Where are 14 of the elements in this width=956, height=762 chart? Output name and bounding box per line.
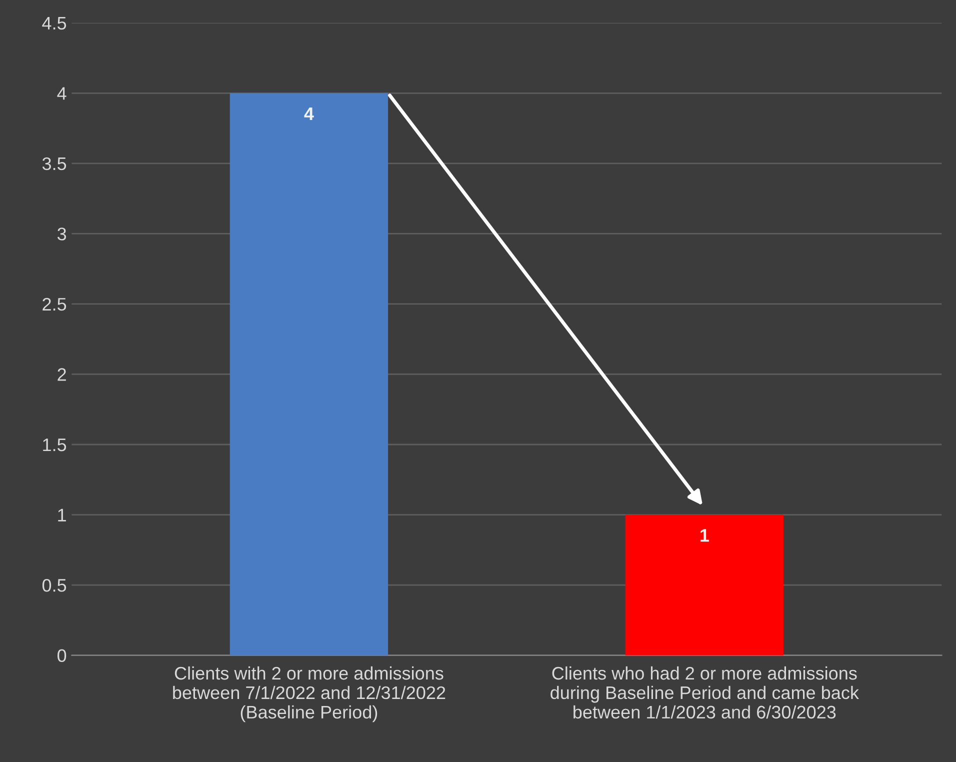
- y-tick-label: 2.5: [42, 298, 66, 311]
- x-tick-label: Clients who had 2 or more admissions during Baseline Period and came back between 1/1/2023 and 6/30/2023: [550, 666, 860, 719]
- y-tick-label: 4.5: [42, 16, 66, 30]
- data-label: 1: [700, 529, 709, 542]
- y-tick-label: 1: [58, 508, 66, 522]
- data-label: 4: [304, 108, 314, 120]
- y-tick-label: 0.5: [42, 578, 66, 592]
- y-tick-label: 3: [57, 228, 66, 240]
- y-tick-label: 1.5: [43, 438, 66, 452]
- x-tick-label: Clients with 2 or more admissions between 7/1/2022 and 12/31/2022 (Baseline Period): [173, 666, 446, 722]
- y-tick-label: 2: [58, 368, 66, 381]
- y-tick-label: 0: [58, 649, 66, 662]
- y-tick-label: 3.5: [42, 157, 66, 170]
- y-tick-label: 4: [57, 87, 66, 100]
